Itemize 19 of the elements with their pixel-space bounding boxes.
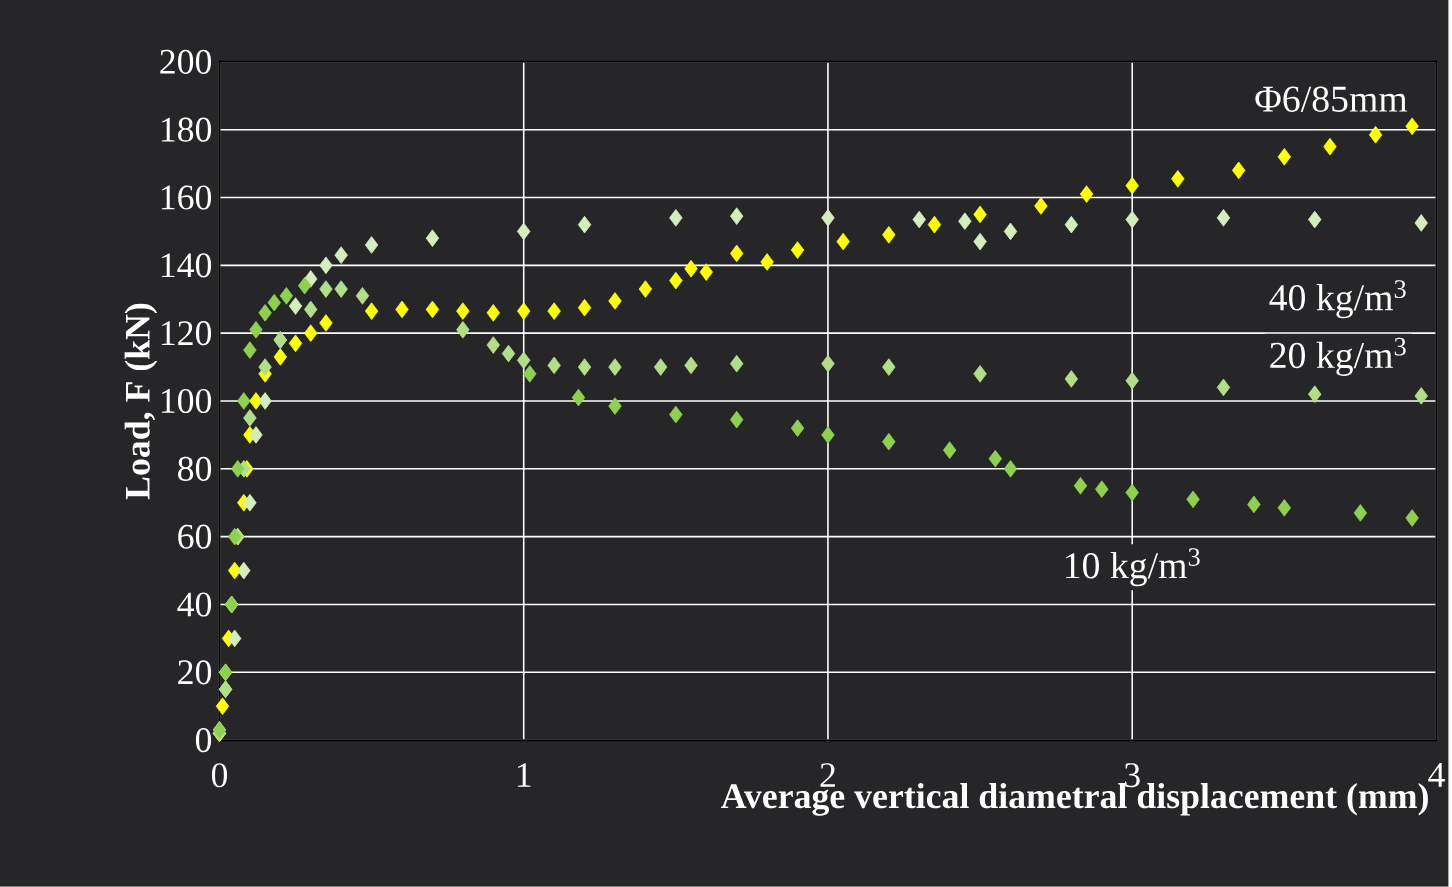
y-axis-title: Load, F (kN)	[124, 303, 158, 500]
series-label: Φ6/85mm	[1255, 86, 1408, 112]
x-tick-label: 4	[1428, 763, 1445, 787]
y-tick-label: 0	[195, 728, 212, 753]
y-tick-label: 160	[161, 185, 212, 210]
x-tick-label: 1	[517, 763, 531, 787]
y-tick-label: 120	[161, 321, 212, 346]
y-tick-label: 60	[178, 524, 212, 549]
y-tick-label: 180	[161, 117, 212, 142]
y-tick-label: 40	[177, 592, 212, 617]
series-label: 20 kg/m$^{3}$	[1270, 337, 1406, 377]
series-label: 10 kg/m$^{3}$	[1065, 548, 1200, 587]
y-tick-label: 140	[161, 253, 212, 278]
y-tick-label: 20	[178, 660, 212, 685]
y-tick-label: 80	[178, 456, 212, 481]
y-tick-label: 100	[161, 389, 212, 414]
y-tick-label: 200	[160, 49, 212, 74]
x-tick-label: 0	[211, 763, 228, 788]
series-label: 40 kg/m$^{3}$	[1269, 280, 1406, 319]
